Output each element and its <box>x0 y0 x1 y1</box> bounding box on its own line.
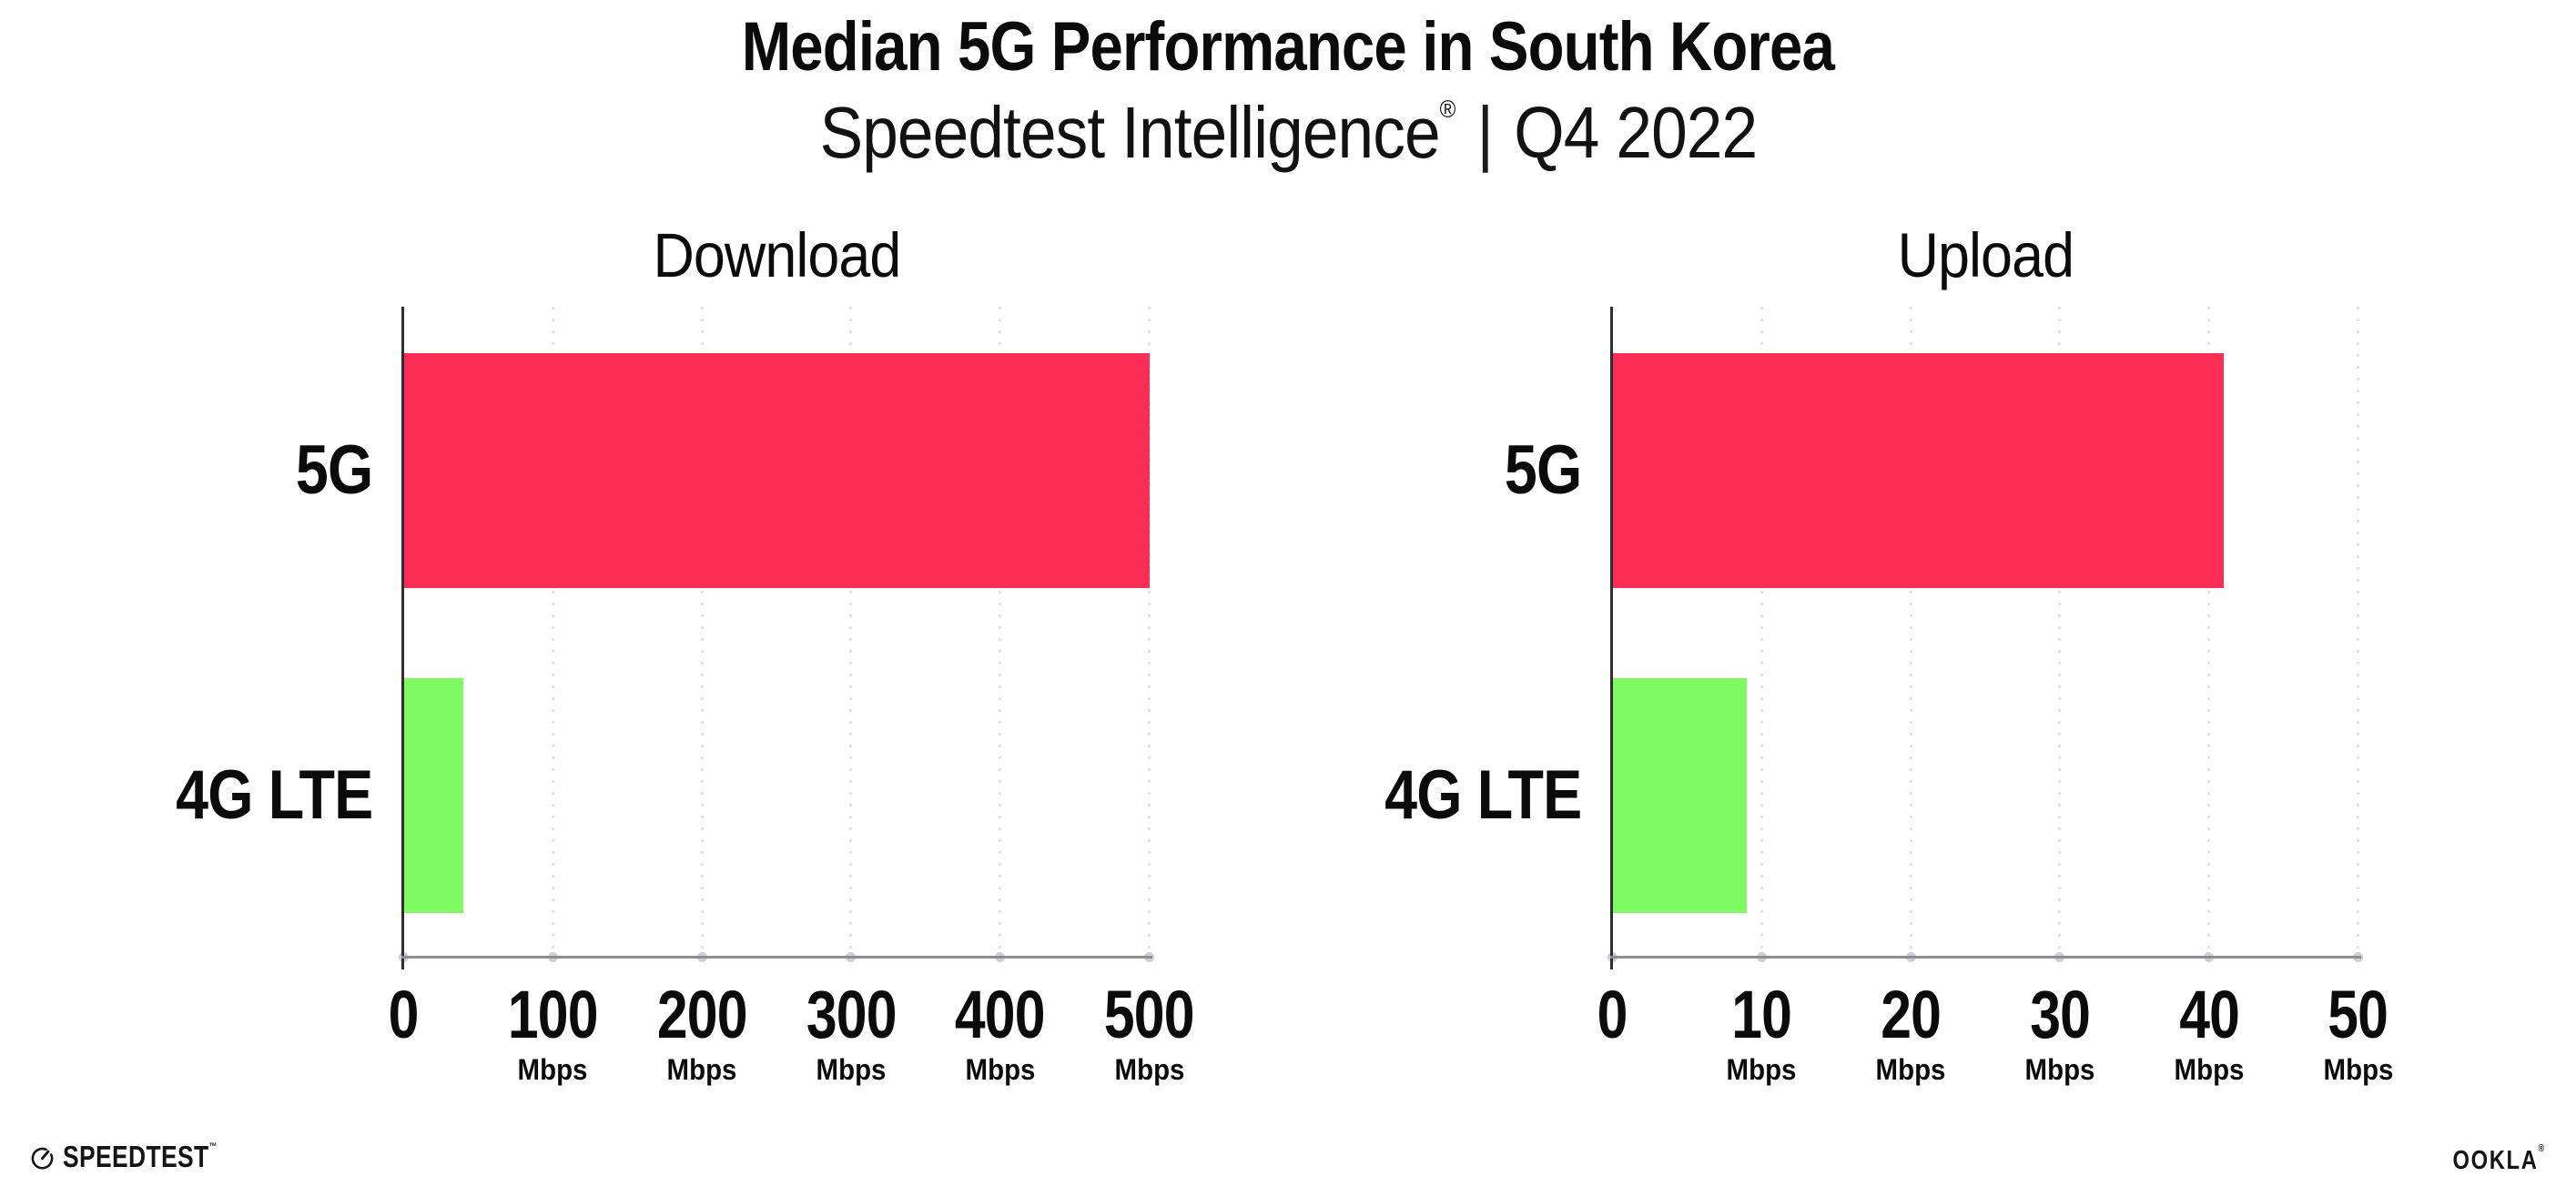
x-tick-100: 100 Mbps <box>407 981 698 1087</box>
tick-unit: Mbps <box>1726 1053 1797 1086</box>
x-tick-30: 30 Mbps <box>1914 981 2206 1087</box>
y-axis <box>1609 307 1613 969</box>
y-axis <box>401 307 404 969</box>
gridline-100 <box>551 307 554 957</box>
tick-unit: Mbps <box>517 1053 588 1086</box>
x-tick-400: 400 Mbps <box>855 981 1146 1087</box>
tick-value: 0 <box>1597 977 1628 1052</box>
tick-value: 30 <box>2029 977 2091 1052</box>
category-label-4g-lte: 4G LTE <box>176 756 373 834</box>
x-tick-500: 500 Mbps <box>1004 981 1295 1087</box>
category-label-5g: 5G <box>296 431 373 509</box>
tick-value: 40 <box>2178 977 2240 1052</box>
gridline-400 <box>999 307 1002 957</box>
upload-chart-title: Upload <box>1613 224 2358 288</box>
tick-unit: Mbps <box>965 1053 1036 1086</box>
x-tick-200: 200 Mbps <box>556 981 847 1087</box>
chart-title-text: Upload <box>1897 220 2074 290</box>
x-tick-0: 0 <box>1467 981 1759 1049</box>
tick-value: 300 <box>806 977 897 1052</box>
page-subtitle-text: Speedtest Intelligence® | Q4 2022 <box>819 91 1757 175</box>
subtitle-separator: | <box>1476 92 1493 173</box>
bar-5g <box>403 353 1150 588</box>
speedtest-trademark: ™ <box>208 1141 218 1152</box>
ookla-registered: ® <box>2538 1143 2546 1154</box>
tick-value: 400 <box>955 977 1046 1052</box>
subtitle-brand: Speedtest Intelligence <box>819 92 1440 173</box>
bar-4g-lte <box>1612 678 1747 913</box>
tick-unit: Mbps <box>2323 1053 2393 1086</box>
tick-value: 50 <box>2328 977 2389 1052</box>
x-axis <box>1609 955 2361 959</box>
page-subtitle: Speedtest Intelligence® | Q4 2022 <box>0 91 2576 175</box>
tick-value: 500 <box>1104 977 1195 1052</box>
gridline-50 <box>2357 307 2359 957</box>
gridline-40 <box>2207 307 2211 957</box>
tick-unit: Mbps <box>666 1053 737 1086</box>
tick-unit: Mbps <box>816 1053 887 1086</box>
bar-4g-lte <box>403 678 464 913</box>
category-label-4g-lte: 4G LTE <box>1384 756 1582 834</box>
speedtest-label: SPEEDTEST <box>63 1140 209 1173</box>
gridline-500 <box>1148 307 1151 957</box>
speedtest-logo: SPEEDTEST™ <box>30 1140 256 1174</box>
x-tick-0: 0 <box>259 981 550 1049</box>
subtitle-period: Q4 2022 <box>1513 92 1758 173</box>
tick-value: 100 <box>507 977 599 1052</box>
gridline-10 <box>1760 307 1763 957</box>
tick-value: 20 <box>1881 977 1942 1052</box>
tick-unit: Mbps <box>2174 1053 2245 1086</box>
gauge-icon <box>31 1147 54 1169</box>
page-title: Median 5G Performance in South Korea <box>0 7 2576 86</box>
speedtest-wordmark: SPEEDTEST™ <box>63 1140 218 1174</box>
ookla-wordmark: OOKLA® <box>2453 1143 2546 1176</box>
tick-value: 0 <box>389 977 420 1052</box>
ookla-label: OOKLA <box>2452 1146 2539 1175</box>
category-label-5g: 5G <box>1505 431 1582 509</box>
x-tick-300: 300 Mbps <box>705 981 997 1087</box>
tick-value: 10 <box>1731 977 1792 1052</box>
bar-5g <box>1612 353 2225 588</box>
x-tick-40: 40 Mbps <box>2064 981 2355 1087</box>
registered-mark: ® <box>1439 96 1455 123</box>
gridline-20 <box>1909 307 1912 957</box>
tick-unit: Mbps <box>2024 1053 2095 1086</box>
x-axis <box>401 955 1152 959</box>
tick-unit: Mbps <box>1114 1053 1184 1086</box>
x-tick-50: 50 Mbps <box>2213 981 2504 1087</box>
tick-value: 200 <box>656 977 748 1052</box>
ookla-logo: OOKLA® <box>2432 1143 2546 1176</box>
gridline-300 <box>849 307 853 957</box>
gridline-30 <box>2058 307 2062 957</box>
download-chart-title: Download <box>404 224 1150 288</box>
x-tick-10: 10 Mbps <box>1616 981 1907 1087</box>
x-tick-20: 20 Mbps <box>1765 981 2056 1087</box>
chart-title-text: Download <box>653 220 901 290</box>
gridline-200 <box>700 307 704 957</box>
tick-unit: Mbps <box>1875 1053 1946 1086</box>
page-title-text: Median 5G Performance in South Korea <box>741 8 1835 86</box>
